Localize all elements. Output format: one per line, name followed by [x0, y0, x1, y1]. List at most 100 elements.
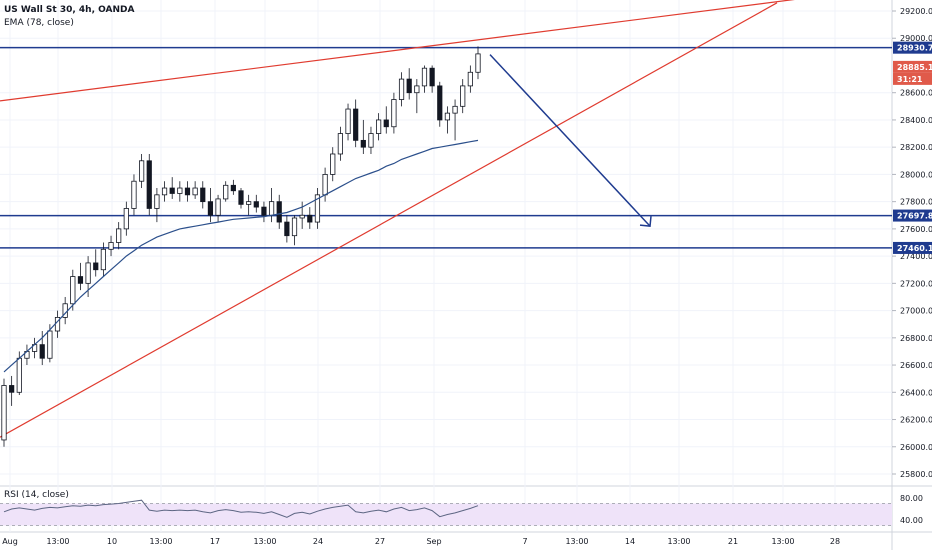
badge-level-mid-bg	[893, 209, 932, 222]
horizontal-levels[interactable]	[0, 46, 892, 249]
candle-body	[47, 330, 53, 359]
candle-body	[215, 198, 221, 216]
ema-polyline	[3, 139, 479, 373]
candle-body	[169, 187, 175, 194]
price-tick-label: 28000.0	[900, 170, 932, 179]
candle-body	[330, 153, 336, 175]
candle-body	[376, 119, 382, 134]
time-tick-label: 28	[830, 537, 840, 546]
candle-body	[9, 385, 15, 393]
candle-body	[414, 85, 420, 94]
candle-body	[337, 133, 343, 155]
price-tick-label: 26000.0	[900, 443, 932, 452]
rsi-tick-label: 40.00	[900, 516, 923, 525]
candle-body	[161, 187, 168, 196]
time-tick-label: 13:00	[46, 537, 69, 546]
candle-body	[475, 53, 481, 73]
price-tick-label: 29000.0	[900, 34, 932, 43]
candle-body	[261, 206, 267, 216]
trendlines[interactable]	[0, 0, 832, 438]
candle-body	[345, 108, 351, 134]
price-tick-label: 26200.0	[900, 416, 932, 425]
candle-body	[116, 228, 122, 243]
candle-body	[223, 184, 229, 200]
time-tick-label: 14	[625, 537, 635, 546]
candle-body	[406, 78, 412, 94]
price-tick-label: 26600.0	[900, 361, 932, 370]
time-tick-label: 21	[728, 537, 738, 546]
trendline	[0, 0, 795, 102]
price-tick-label: 27200.0	[900, 279, 932, 288]
candle-body	[192, 187, 198, 196]
badge-level-low-bg	[893, 241, 932, 254]
candle-body	[383, 119, 389, 128]
price-tick-label: 26800.0	[900, 334, 932, 343]
price-tick-label: 27600.0	[900, 225, 932, 234]
candle-body	[123, 208, 129, 230]
candle-body	[146, 160, 152, 209]
candle-body	[200, 187, 206, 203]
time-tick-label: 24	[313, 537, 323, 546]
candle-body	[444, 112, 451, 121]
candle-body	[253, 201, 259, 208]
ema-legend[interactable]: EMA (78, close)	[4, 18, 74, 28]
candle-body	[322, 174, 328, 196]
time-axis[interactable]: Aug 13:00 10 13:00 17 13:00 24 27 Sep 7 13:00 14 13:…	[2, 537, 840, 546]
candle-body	[429, 67, 435, 87]
rsi-axis: 80.00 40.00	[900, 494, 923, 525]
time-tick-label: 13:00	[565, 537, 588, 546]
time-tick-label: 10	[107, 537, 117, 546]
price-tick-label: 27800.0	[900, 198, 932, 207]
candle-body	[391, 99, 397, 128]
candle-body	[246, 201, 252, 205]
candle-body	[291, 217, 298, 237]
trendline	[0, 2, 778, 438]
rsi-legend[interactable]: RSI (14, close)	[4, 490, 69, 500]
candle-body	[77, 276, 84, 284]
badge-level-mid: 27697.8	[897, 212, 932, 221]
candle-body	[467, 71, 473, 87]
candle-body	[353, 108, 359, 141]
time-tick-label: 13:00	[149, 537, 172, 546]
time-tick-label: 17	[210, 537, 220, 546]
candle-body	[131, 180, 137, 209]
price-tick-label: 28600.0	[900, 89, 932, 98]
price-tick-label: 26400.0	[900, 388, 932, 397]
badge-countdown-bg	[893, 72, 932, 85]
candle-body	[177, 187, 183, 194]
ema-line	[3, 139, 479, 373]
chart-title[interactable]: US Wall St 30, 4h, OANDA	[4, 5, 135, 15]
candle-body	[368, 133, 374, 148]
time-tick-label: 13:00	[253, 537, 276, 546]
projection-arrow[interactable]	[489, 54, 652, 227]
candle-body	[1, 385, 7, 441]
price-tick-label: 28400.0	[900, 116, 932, 125]
candle-body	[184, 187, 191, 196]
candle-body	[230, 184, 236, 192]
candle-body	[16, 357, 22, 393]
candle-body	[452, 105, 458, 114]
price-tick-label: 25800.0	[900, 470, 932, 479]
badge-level-top: 28930.7	[897, 44, 932, 53]
time-tick-label: 13:00	[667, 537, 690, 546]
candle-body	[314, 194, 321, 223]
candle-body	[70, 276, 76, 305]
candle-body	[100, 248, 106, 271]
candle-body	[360, 139, 366, 148]
price-tick-label: 28200.0	[900, 143, 932, 152]
badge-current-price-bg	[893, 60, 932, 73]
price-axis[interactable]: 29200.0 29000.0 28600.0 28400.0 28200.0 28000…	[892, 7, 932, 479]
price-tick-label: 27400.0	[900, 252, 932, 261]
candle-body	[108, 242, 114, 250]
candle-body	[207, 201, 214, 216]
time-tick-label: Aug	[2, 537, 18, 546]
time-tick-label: 27	[375, 537, 385, 546]
rsi-polyline	[3, 499, 479, 518]
badge-current-price: 28885.1	[897, 63, 932, 72]
candle-body	[139, 160, 145, 182]
price-tick-label: 29200.0	[900, 7, 932, 16]
time-tick-label: 7	[522, 537, 527, 546]
candle-body	[238, 190, 244, 205]
